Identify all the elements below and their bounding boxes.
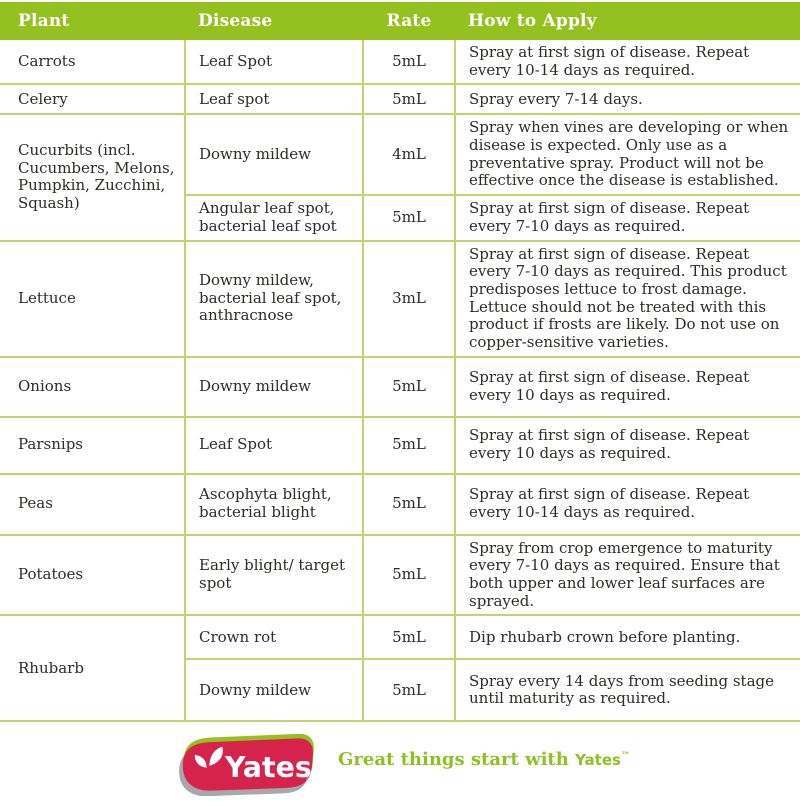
plant-cell: Peas: [0, 473, 185, 536]
disease-cell: Leaf Spot: [184, 40, 364, 86]
yates-logo: Yates ®: [179, 734, 314, 797]
rate-cell: 5mL: [363, 534, 456, 617]
plant-cell: Potatoes: [0, 534, 185, 617]
tagline-trademark: ™: [620, 751, 630, 762]
disease-cell: Downy mildew: [184, 356, 364, 418]
table-row: Peas Ascophyta blight, bacterial blight 5m…: [0, 473, 800, 536]
apply-cell: Spray at first sign of disease. Repeat e…: [455, 40, 800, 86]
disease-cell: Ascophyta blight, bacterial blight: [184, 473, 364, 536]
disease-cell: Downy mildew: [184, 659, 364, 723]
table-row: Parsnips Leaf Spot 5mL Spray at first sign …: [0, 416, 800, 475]
table-body: Carrots Leaf Spot 5mL Spray at first sign o…: [0, 40, 800, 723]
spray-rate-table: Plant Disease Rate How to Apply Carrots Leaf…: [0, 2, 800, 723]
tagline: Great things start with Yates™: [338, 749, 630, 770]
table-row: Angular leaf spot, bacterial leaf spot 5m…: [0, 195, 800, 242]
table-row: Celery Leaf spot 5mL Spray every 7-14 days.: [0, 84, 800, 116]
column-header-plant: Plant: [0, 2, 185, 40]
table-row: Lettuce Downy mildew, bacterial leaf spot…: [0, 240, 800, 358]
tagline-prefix: Great things start with: [338, 749, 576, 771]
rate-cell: 3mL: [363, 240, 456, 358]
column-header-rate: Rate: [363, 2, 455, 40]
disease-cell: Early blight/ target spot: [184, 534, 364, 617]
table-row: Downy mildew 5mL Spray every 14 days from …: [0, 659, 800, 723]
tagline-brand: Yates: [575, 751, 621, 770]
plant-cell: Onions: [0, 356, 185, 418]
apply-cell: Spray every 7-14 days.: [455, 84, 800, 116]
rate-cell: 5mL: [363, 195, 456, 242]
plant-cell: Rhubarb: [0, 615, 185, 723]
apply-cell: Spray from crop emergence to maturity ev…: [455, 534, 800, 617]
apply-cell: Spray at first sign of disease. Repeat e…: [455, 240, 800, 358]
apply-cell: Spray every 14 days from seeding stage u…: [455, 659, 800, 723]
disease-cell: Angular leaf spot, bacterial leaf spot: [184, 195, 364, 242]
table-row: Onions Downy mildew 5mL Spray at first sign…: [0, 356, 800, 418]
apply-cell: Spray at first sign of disease. Repeat e…: [455, 195, 800, 242]
apply-cell: Spray at first sign of disease. Repeat e…: [455, 416, 800, 475]
disease-cell: Leaf spot: [184, 84, 364, 116]
column-header-disease: Disease: [185, 2, 363, 40]
table-row: Cucurbits (incl. Cucumbers, Melons, Pump…: [0, 114, 800, 242]
table-header: Plant Disease Rate How to Apply: [0, 2, 800, 40]
rate-cell: 4mL: [363, 114, 456, 197]
logo-brand-text: Yates: [224, 751, 312, 784]
rate-cell: 5mL: [363, 416, 456, 475]
plant-cell: Lettuce: [0, 240, 185, 358]
rate-cell: 5mL: [363, 356, 456, 418]
plant-cell: Parsnips: [0, 416, 185, 475]
disease-cell: Downy mildew, bacterial leaf spot, anthr…: [184, 240, 364, 358]
disease-cell: Leaf Spot: [184, 416, 364, 475]
disease-cell: Downy mildew: [184, 114, 364, 197]
table-row: Potatoes Early blight/ target spot 5mL Spra…: [0, 534, 800, 617]
table-row: Carrots Leaf Spot 5mL Spray at first sign o…: [0, 40, 800, 86]
plant-cell: Carrots: [0, 40, 185, 86]
apply-cell: Spray at first sign of disease. Repeat e…: [455, 473, 800, 536]
disease-cell: Crown rot: [184, 615, 364, 661]
logo-registered-mark: ®: [306, 775, 314, 785]
rate-cell: 5mL: [363, 84, 456, 116]
column-header-how-to-apply: How to Apply: [455, 2, 800, 40]
plant-cell: Cucurbits (incl. Cucumbers, Melons, Pump…: [0, 114, 185, 242]
apply-cell: Dip rhubarb crown before planting.: [455, 615, 800, 661]
rate-cell: 5mL: [363, 40, 456, 86]
rate-cell: 5mL: [363, 473, 456, 536]
header-row: Plant Disease Rate How to Apply: [0, 2, 800, 40]
apply-cell: Spray when vines are developing or when …: [455, 114, 800, 197]
apply-cell: Spray at first sign of disease. Repeat e…: [455, 356, 800, 418]
rate-cell: 5mL: [363, 659, 456, 723]
footer: Yates ® Great things start with Yates™: [0, 722, 800, 797]
leaf-icon: [194, 747, 223, 769]
plant-cell: Celery: [0, 84, 185, 116]
table-row: Rhubarb Crown rot 5mL Dip rhubarb crown bef…: [0, 615, 800, 723]
rate-cell: 5mL: [363, 615, 456, 661]
